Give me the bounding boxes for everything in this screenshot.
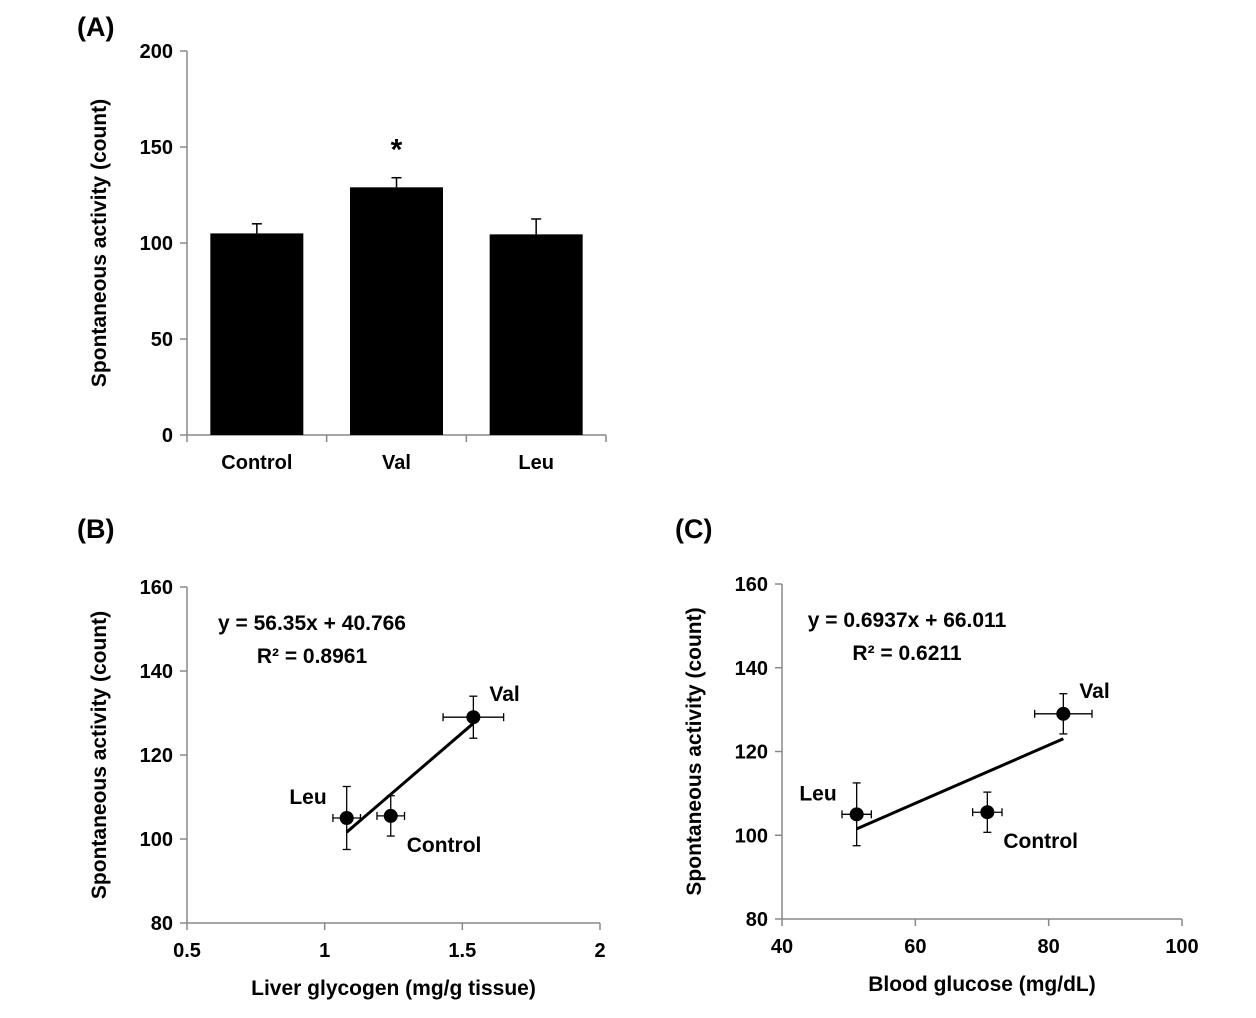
data-point-control	[383, 808, 398, 823]
y-tick-label: 140	[735, 658, 768, 680]
point-label: Leu	[289, 786, 326, 809]
trendline	[345, 722, 475, 834]
category-label: Control	[221, 452, 292, 474]
y-tick-label: 50	[151, 329, 173, 351]
x-axis-title: Liver glycogen (mg/g tissue)	[251, 977, 536, 1000]
chart-panel-a: (A) 0 50 100 150 200 Spontaneous activity (cou…	[77, 12, 607, 474]
r-squared: R² = 0.6211	[852, 642, 961, 665]
y-tick-label: 160	[140, 577, 173, 599]
data-point-control	[980, 805, 995, 820]
chart-panel-c: (C) 80 100 120 140 160 Spontaneous activity (c…	[675, 514, 1199, 996]
y-axis-title: Spontaneous activity (count)	[88, 99, 111, 387]
y-tick-label: 80	[746, 909, 768, 931]
data-point-leu	[849, 807, 864, 822]
y-tick-label: 100	[735, 825, 768, 847]
y-axis-title: Spontaneous activity (count)	[88, 611, 111, 899]
y-tick-label: 100	[140, 233, 173, 255]
point-label: Leu	[799, 782, 836, 805]
chart-panel-b: (B) 80 100 120 140 160 Spontaneous activity (c…	[77, 514, 606, 1000]
y-tick-label: 120	[735, 742, 768, 764]
y-axis-title: Spontaneous activity (count)	[683, 607, 706, 895]
data-point-val	[466, 710, 481, 725]
point-label: Control	[407, 834, 482, 857]
x-tick-label: 40	[771, 936, 793, 958]
y-tick-label: 140	[140, 661, 173, 683]
panel-label: (C)	[675, 514, 712, 544]
bar-leu	[489, 234, 583, 435]
regression-equation: y = 56.35x + 40.766	[218, 612, 406, 635]
regression-equation: y = 0.6937x + 66.011	[808, 609, 1007, 632]
y-tick-label: 0	[162, 425, 173, 447]
x-tick-label: 100	[1165, 936, 1198, 958]
point-label: Control	[1003, 830, 1078, 853]
category-label: Val	[382, 452, 411, 474]
point-label: Val	[489, 683, 519, 706]
bar-val	[350, 187, 443, 435]
y-tick-label: 120	[140, 745, 173, 767]
y-tick-label: 160	[735, 574, 768, 596]
category-label: Leu	[518, 452, 554, 474]
data-point-leu	[339, 811, 354, 825]
x-tick-label: 0.5	[173, 940, 201, 962]
y-tick-label: 80	[151, 913, 173, 935]
point-label: Val	[1079, 680, 1109, 703]
trendline	[856, 737, 1064, 831]
x-tick-label: 1.5	[448, 940, 476, 962]
bar-control	[210, 233, 304, 435]
significance-marker: *	[391, 134, 403, 167]
r-squared: R² = 0.8961	[257, 645, 368, 668]
panel-label: (A)	[77, 12, 114, 42]
y-tick-label: 100	[140, 829, 173, 851]
data-point-val	[1056, 706, 1071, 721]
y-tick-label: 150	[140, 137, 173, 159]
panel-label: (B)	[77, 514, 114, 544]
x-tick-label: 1	[319, 940, 330, 962]
x-tick-label: 60	[904, 936, 926, 958]
x-tick-label: 80	[1038, 936, 1060, 958]
x-tick-label: 2	[594, 940, 605, 962]
x-axis-title: Blood glucose (mg/dL)	[868, 973, 1095, 996]
y-tick-label: 200	[140, 41, 173, 63]
